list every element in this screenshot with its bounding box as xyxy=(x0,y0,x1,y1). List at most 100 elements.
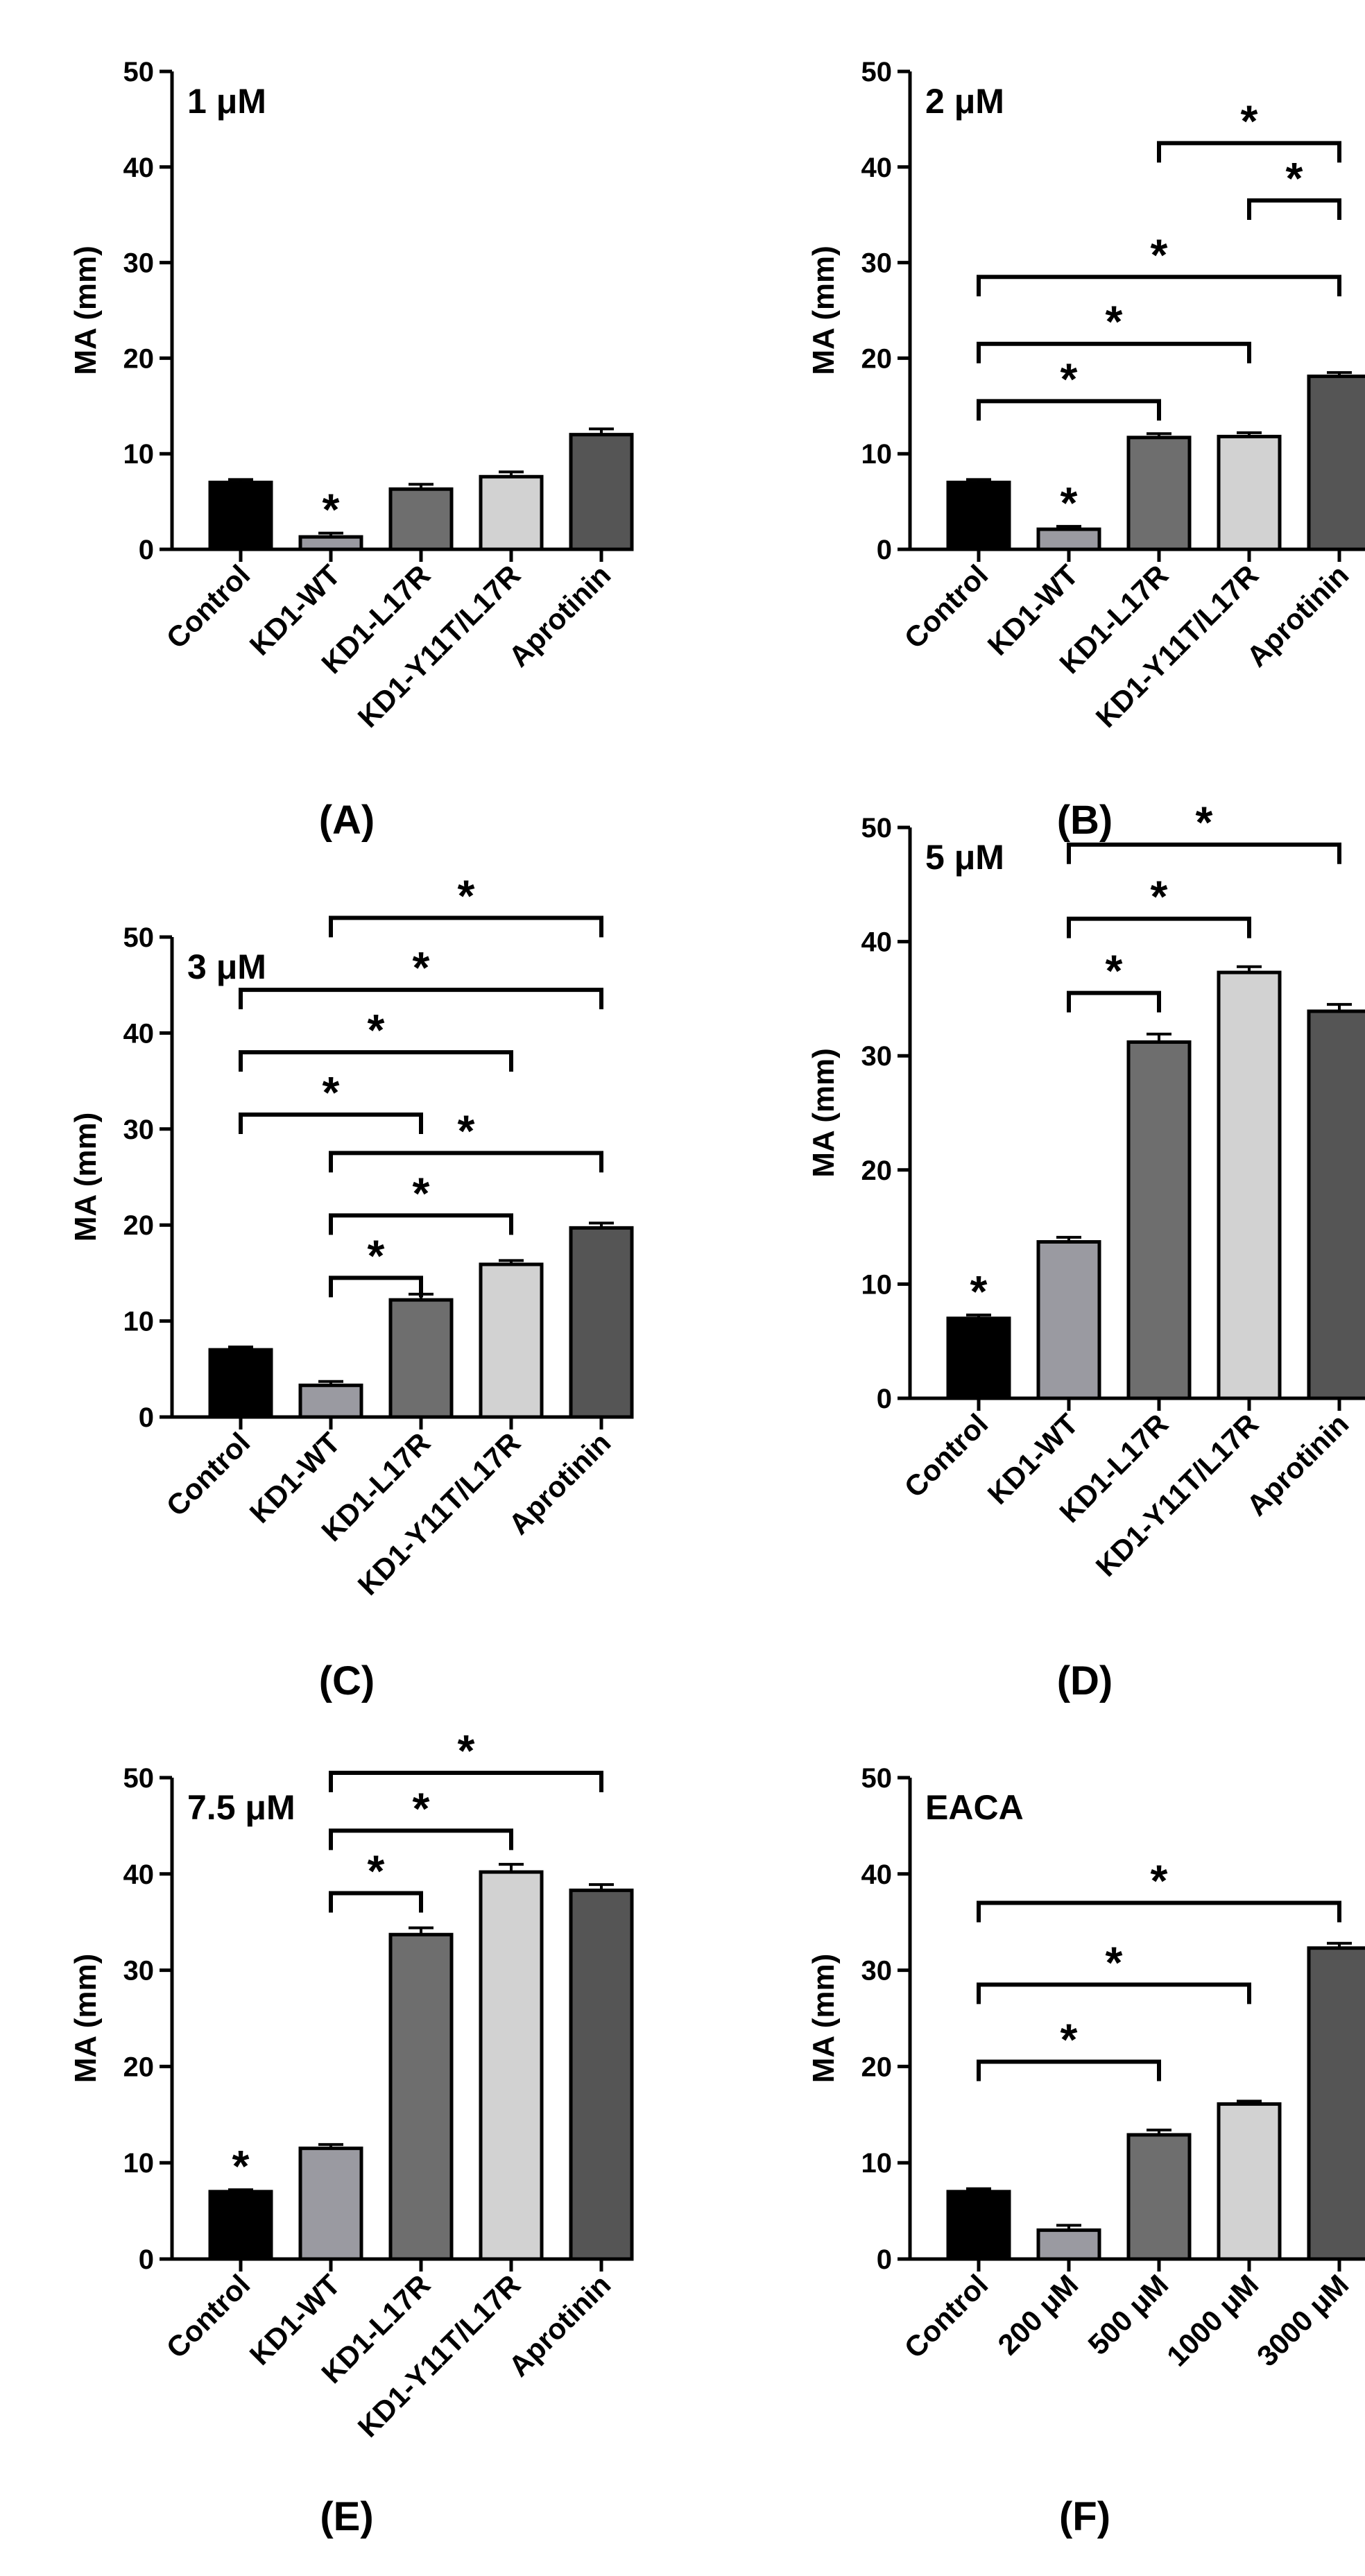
significance-bracket xyxy=(1247,198,1341,221)
bar xyxy=(208,2190,273,2261)
y-tick-label: 20 xyxy=(861,1156,893,1186)
significance-star: * xyxy=(1151,230,1168,280)
significance-star: * xyxy=(413,1783,430,1833)
significance-star: * xyxy=(1106,1937,1123,1987)
y-axis-label: MA (mm) xyxy=(807,1048,841,1178)
y-tick-label: 30 xyxy=(123,1956,155,1986)
significance-bracket xyxy=(977,1982,1251,2004)
y-tick-label: 40 xyxy=(123,1018,155,1049)
y-tick-label: 30 xyxy=(861,248,893,279)
x-tick-label: KD1-Y11T/L17R xyxy=(352,2268,527,2444)
significance-star: * xyxy=(413,943,430,993)
significance-star: * xyxy=(1241,96,1258,146)
y-tick-label: 20 xyxy=(123,343,155,374)
significance-bracket xyxy=(329,1213,513,1235)
significance-star: * xyxy=(458,1726,475,1776)
y-axis-label: MA (mm) xyxy=(807,1954,841,2084)
x-tick-label: KD1-Y11T/L17R xyxy=(1090,558,1265,734)
x-tick-label: Control xyxy=(160,558,257,655)
significance-star: * xyxy=(1286,153,1303,203)
bar xyxy=(1126,2133,1192,2261)
significance-star: * xyxy=(458,1106,475,1156)
y-tick-label: 40 xyxy=(861,927,893,958)
y-tick-label: 10 xyxy=(123,439,155,470)
y-tick-label: 20 xyxy=(123,1210,155,1241)
x-tick-label: Control xyxy=(160,2268,257,2364)
significance-bracket xyxy=(977,399,1161,421)
y-tick-label: 0 xyxy=(139,535,154,565)
bar xyxy=(1307,1946,1365,2261)
significance-bracket xyxy=(239,1113,423,1135)
significance-star: * xyxy=(1106,946,1123,996)
panel-title: 1 μM xyxy=(187,82,266,121)
bar xyxy=(569,1888,634,2261)
x-tick-label: Control xyxy=(898,2268,995,2364)
x-tick-label: Control xyxy=(898,1407,995,1504)
x-tick-label: Control xyxy=(898,558,995,655)
bar xyxy=(208,481,273,551)
bar xyxy=(946,1316,1011,1400)
x-tick-label: 200 μM xyxy=(991,2268,1084,2361)
significance-star: * xyxy=(368,1230,385,1280)
significance-bracket xyxy=(239,988,603,1010)
significance-star: * xyxy=(1196,798,1213,848)
significance-bracket xyxy=(1067,842,1341,864)
bar xyxy=(298,535,363,551)
y-tick-label: 50 xyxy=(123,922,155,953)
significance-star: * xyxy=(458,870,475,920)
y-axis-label: MA (mm) xyxy=(69,246,103,375)
significance-bracket xyxy=(1157,141,1341,163)
bar xyxy=(1307,1009,1365,1400)
y-tick-label: 20 xyxy=(861,343,893,374)
significance-bracket xyxy=(329,1771,603,1793)
bar xyxy=(388,1298,454,1419)
y-tick-label: 30 xyxy=(123,1115,155,1145)
bar xyxy=(479,1262,544,1419)
panel-label: (A) xyxy=(319,798,375,843)
significance-bracket xyxy=(329,916,603,938)
bar xyxy=(1036,2228,1101,2261)
y-tick-label: 10 xyxy=(123,2148,155,2179)
y-tick-label: 30 xyxy=(861,1956,893,1986)
y-tick-label: 10 xyxy=(861,439,893,470)
x-tick-label: 500 μM xyxy=(1081,2268,1174,2361)
significance-star: * xyxy=(1151,872,1168,922)
y-tick-label: 0 xyxy=(139,1402,154,1433)
significance-star: * xyxy=(1151,1855,1168,1905)
x-tick-label: 1000 μM xyxy=(1160,2268,1264,2372)
bar xyxy=(1036,527,1101,551)
panel-label: (F) xyxy=(1059,2494,1110,2539)
panel-label: (C) xyxy=(319,1658,375,1703)
y-tick-label: 50 xyxy=(123,57,155,87)
y-tick-label: 30 xyxy=(861,1041,893,1072)
y-tick-label: 0 xyxy=(877,1384,892,1414)
bar xyxy=(1126,1040,1192,1400)
bar xyxy=(388,487,454,551)
significance-star: * xyxy=(323,1067,340,1117)
y-tick-label: 50 xyxy=(861,813,893,843)
significance-star: * xyxy=(232,2141,250,2191)
bar xyxy=(569,433,634,551)
y-tick-label: 40 xyxy=(123,153,155,183)
y-tick-label: 0 xyxy=(139,2244,154,2275)
bar xyxy=(946,2190,1011,2261)
bar xyxy=(298,1383,363,1419)
y-tick-label: 10 xyxy=(861,1269,893,1300)
significance-star: * xyxy=(368,1005,385,1055)
significance-star: * xyxy=(413,1168,430,1218)
significance-bracket xyxy=(977,341,1251,363)
x-tick-label: KD1-Y11T/L17R xyxy=(352,558,527,734)
panel-title: EACA xyxy=(925,1788,1024,1827)
significance-bracket xyxy=(329,1828,513,1851)
x-tick-label: 3000 μM xyxy=(1251,2268,1355,2372)
significance-star: * xyxy=(1061,354,1078,404)
bar xyxy=(479,1870,544,2261)
panel-title: 2 μM xyxy=(925,82,1004,121)
significance-bracket xyxy=(977,1900,1341,1923)
y-tick-label: 20 xyxy=(861,2052,893,2082)
significance-star: * xyxy=(970,1266,988,1316)
